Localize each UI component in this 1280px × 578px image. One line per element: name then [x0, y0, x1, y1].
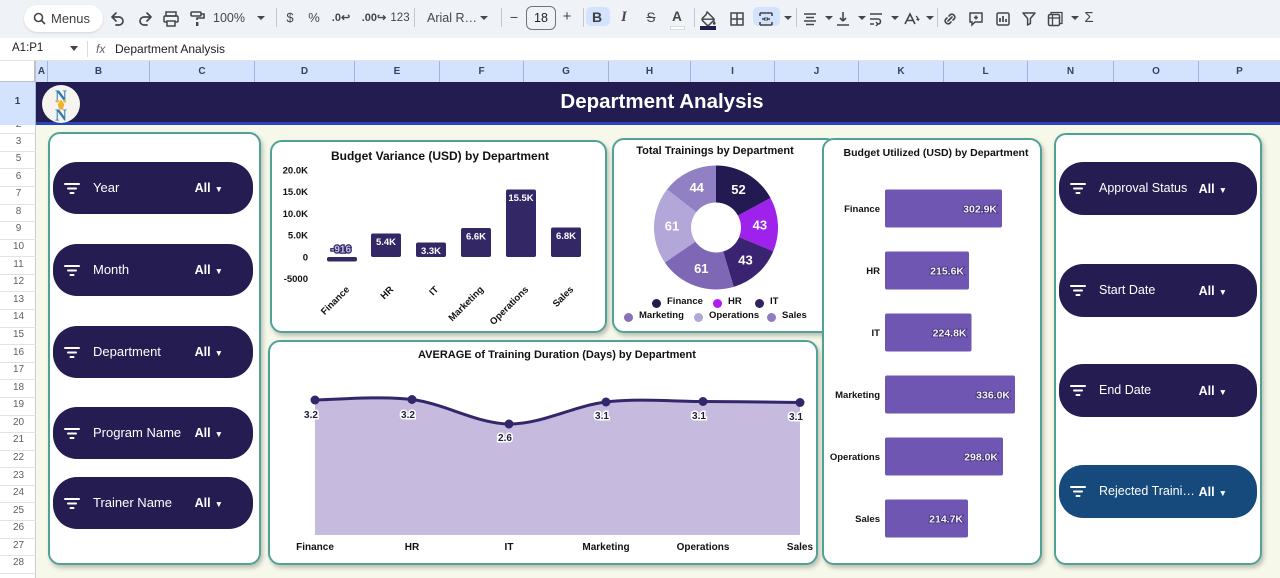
svg-text:IT: IT	[427, 284, 441, 298]
svg-text:Operations: Operations	[488, 284, 531, 327]
svg-text:0: 0	[303, 252, 308, 263]
svg-text:AVERAGE of Training Duration (: AVERAGE of Training Duration (Days) by D…	[418, 349, 696, 361]
svg-text:224.8K: 224.8K	[933, 328, 967, 340]
svg-text:44: 44	[689, 180, 704, 195]
svg-text:3.2: 3.2	[401, 410, 415, 421]
svg-text:2.6: 2.6	[498, 433, 512, 444]
svg-text:IT: IT	[872, 328, 881, 339]
svg-text:3.2: 3.2	[304, 410, 318, 421]
svg-text:Marketing: Marketing	[582, 542, 629, 553]
svg-text:61: 61	[694, 261, 708, 276]
svg-text:215.6K: 215.6K	[930, 266, 964, 278]
svg-text:HR: HR	[866, 266, 880, 277]
svg-text:-5000: -5000	[284, 274, 308, 285]
svg-text:Total Trainings by Department: Total Trainings by Department	[636, 145, 794, 157]
svg-text:Operations: Operations	[677, 542, 730, 553]
svg-text:6.8K: 6.8K	[556, 231, 576, 242]
svg-text:3.1: 3.1	[595, 411, 609, 422]
svg-text:43: 43	[753, 217, 767, 232]
svg-text:HR: HR	[379, 284, 397, 302]
svg-text:20.0K: 20.0K	[283, 166, 308, 177]
svg-text:6.6K: 6.6K	[466, 232, 486, 243]
svg-text:3.3K: 3.3K	[421, 246, 441, 257]
svg-text:302.9K: 302.9K	[963, 204, 997, 216]
svg-text:Finance: Finance	[296, 542, 334, 553]
svg-text:298.0K: 298.0K	[964, 452, 998, 464]
svg-text:52: 52	[731, 182, 745, 197]
svg-text:IT: IT	[505, 542, 514, 553]
svg-text:3.1: 3.1	[692, 411, 706, 422]
svg-text:Sales: Sales	[551, 284, 576, 309]
svg-text:10.0K: 10.0K	[283, 209, 308, 220]
svg-text:3.1: 3.1	[789, 412, 803, 423]
svg-text:15.0K: 15.0K	[283, 187, 308, 198]
svg-text:Budget Utilized (USD) by Depar: Budget Utilized (USD) by Department	[844, 147, 1029, 159]
svg-text:Marketing: Marketing	[835, 390, 880, 401]
svg-text:5.4K: 5.4K	[376, 237, 396, 248]
svg-text:5.0K: 5.0K	[288, 231, 308, 242]
svg-text:Operations: Operations	[830, 452, 880, 463]
svg-text:-916: -916	[331, 245, 351, 256]
svg-text:Finance: Finance	[319, 284, 352, 317]
svg-text:Sales: Sales	[787, 542, 814, 553]
svg-text:15.5K: 15.5K	[508, 193, 533, 204]
svg-text:336.0K: 336.0K	[976, 390, 1010, 402]
svg-text:Sales: Sales	[855, 514, 880, 525]
svg-text:HR: HR	[405, 542, 420, 553]
svg-text:Marketing: Marketing	[447, 284, 487, 324]
svg-text:43: 43	[738, 252, 752, 267]
svg-text:Budget Variance (USD) by Depar: Budget Variance (USD) by Department	[331, 149, 549, 163]
svg-text:N: N	[55, 106, 67, 124]
svg-text:61: 61	[665, 218, 679, 233]
svg-text:Finance: Finance	[844, 204, 880, 215]
svg-text:214.7K: 214.7K	[929, 514, 963, 526]
